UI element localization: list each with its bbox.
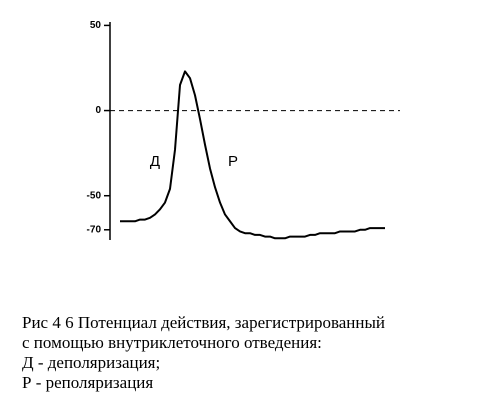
annotation: Р: [228, 153, 238, 170]
caption-line: с помощью внутриклеточного отведения:: [22, 333, 322, 352]
y-tick-label: -50: [87, 190, 102, 201]
annotation: Д: [150, 153, 160, 170]
caption-line: Р - реполяризация: [22, 373, 153, 392]
y-tick-label: 0: [95, 105, 101, 116]
y-tick-label: -70: [87, 224, 102, 235]
y-tick-label: 50: [90, 20, 102, 31]
caption-line: Рис 4 6 Потенциал действия, зарегистриро…: [22, 313, 385, 332]
caption-line: Д - деполяризация;: [22, 353, 160, 372]
line-series: [120, 70, 385, 240]
